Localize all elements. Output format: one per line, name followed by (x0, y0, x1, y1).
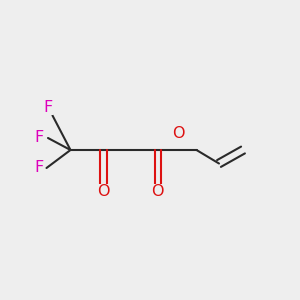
Text: O: O (172, 126, 185, 141)
Text: F: F (44, 100, 52, 115)
Text: F: F (34, 160, 43, 175)
Text: O: O (97, 184, 110, 200)
Text: O: O (151, 184, 164, 200)
Text: F: F (34, 130, 43, 146)
